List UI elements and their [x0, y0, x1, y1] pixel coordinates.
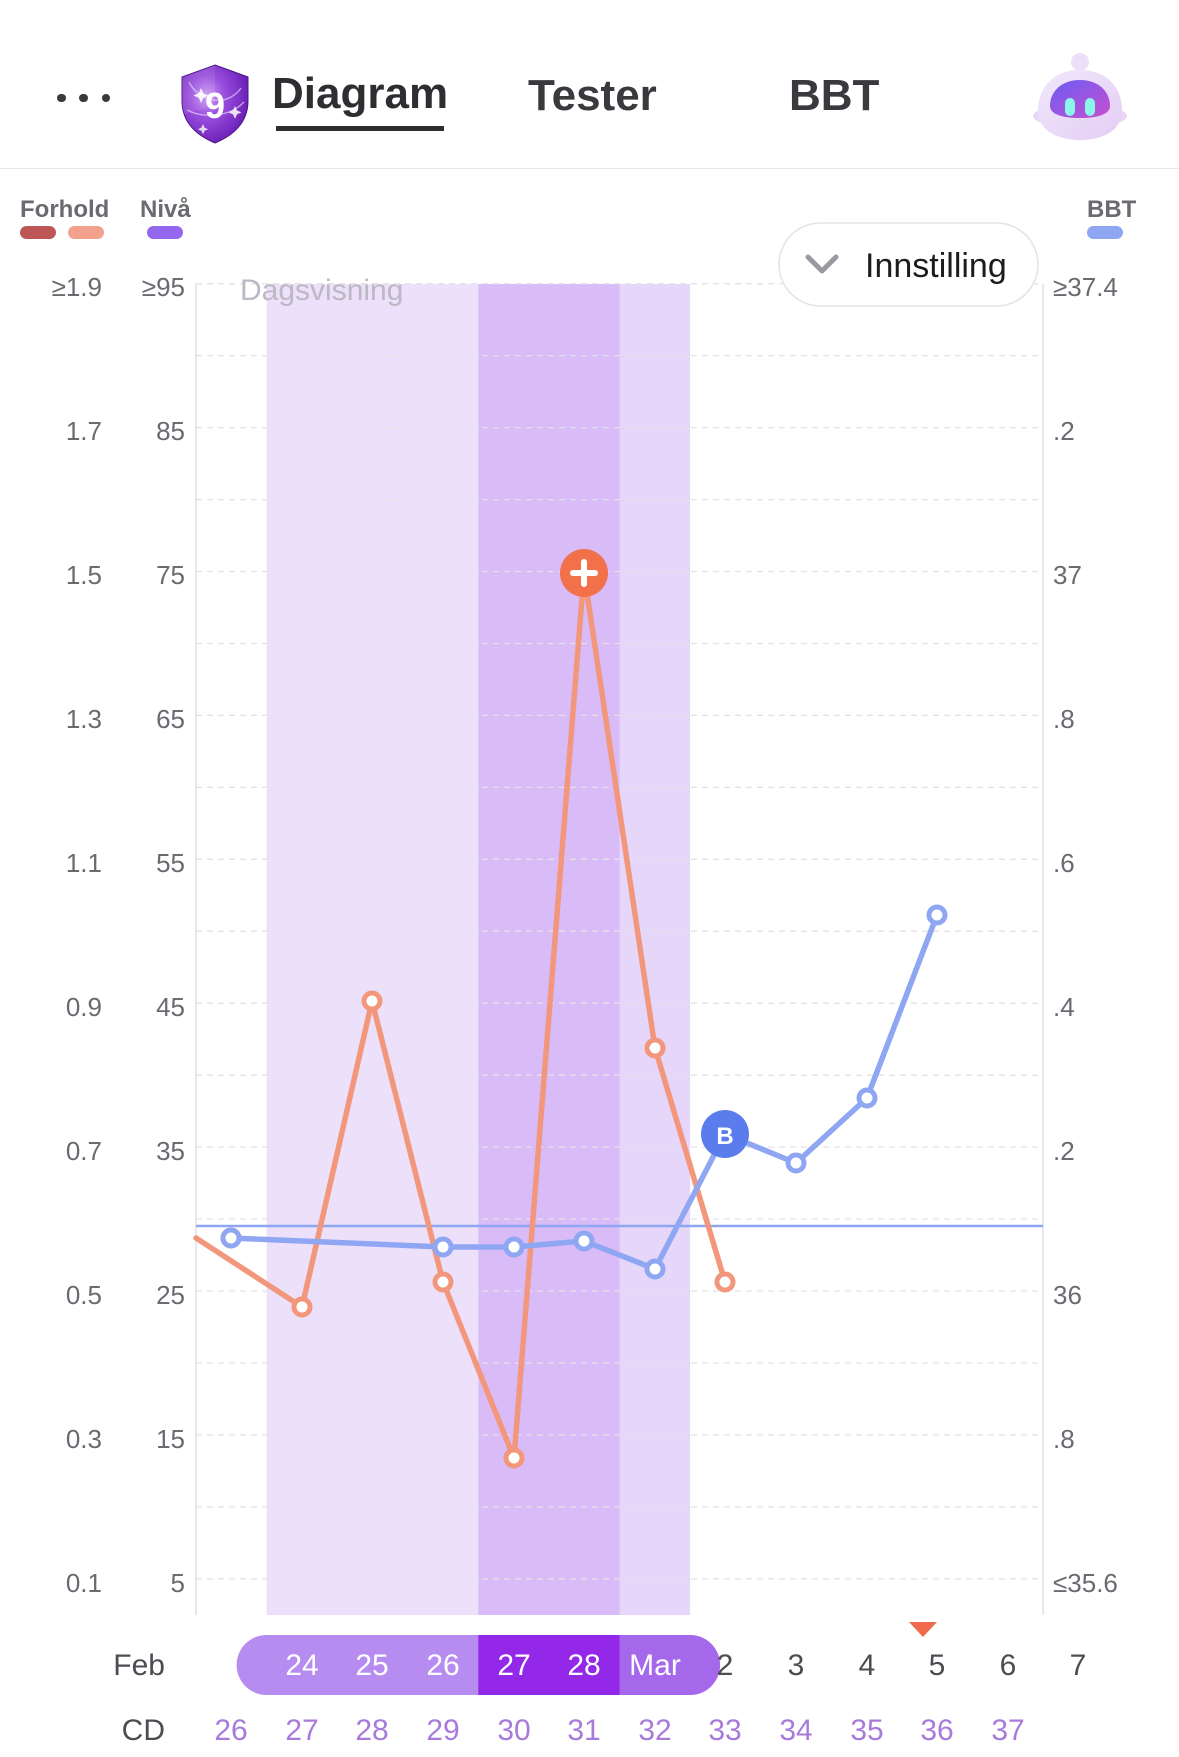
svg-text:6: 6 [1000, 1649, 1017, 1682]
svg-text:26: 26 [214, 1714, 247, 1747]
svg-text:CD: CD [122, 1714, 165, 1747]
svg-text:33: 33 [708, 1714, 741, 1747]
svg-text:Mar: Mar [629, 1649, 681, 1682]
svg-text:Feb: Feb [113, 1649, 165, 1682]
svg-text:25: 25 [355, 1649, 388, 1682]
svg-text:24: 24 [285, 1649, 318, 1682]
svg-text:5: 5 [929, 1649, 946, 1682]
svg-text:31: 31 [567, 1714, 600, 1747]
svg-text:37: 37 [991, 1714, 1024, 1747]
svg-text:Innstilling: Innstilling [865, 247, 1007, 285]
svg-text:27: 27 [285, 1714, 318, 1747]
svg-text:29: 29 [426, 1714, 459, 1747]
svg-text:36: 36 [920, 1714, 953, 1747]
svg-text:30: 30 [497, 1714, 530, 1747]
svg-text:4: 4 [859, 1649, 876, 1682]
svg-text:3: 3 [788, 1649, 805, 1682]
svg-text:Dagsvisning: Dagsvisning [240, 274, 403, 307]
svg-text:34: 34 [779, 1714, 812, 1747]
svg-text:7: 7 [1070, 1649, 1087, 1682]
svg-text:2: 2 [717, 1649, 734, 1682]
svg-text:B: B [716, 1123, 733, 1150]
svg-text:28: 28 [355, 1714, 388, 1747]
svg-text:32: 32 [638, 1714, 671, 1747]
svg-text:28: 28 [567, 1649, 600, 1682]
svg-text:26: 26 [426, 1649, 459, 1682]
svg-text:27: 27 [497, 1649, 530, 1682]
svg-text:35: 35 [850, 1714, 883, 1747]
